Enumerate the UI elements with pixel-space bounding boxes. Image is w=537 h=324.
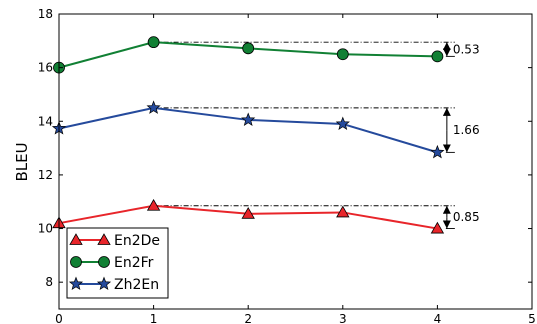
annotation-label: 0.53 — [453, 42, 480, 56]
data-point-en2de — [336, 205, 350, 218]
legend-marker-left-en2fr — [70, 256, 82, 268]
data-point-zh2en — [335, 116, 350, 130]
annotation-label: 1.66 — [453, 123, 480, 137]
y-tick-label: 10 — [38, 222, 53, 236]
data-point-en2fr — [242, 42, 255, 55]
legend-marker-left-zh2en — [68, 276, 84, 291]
annotation-layer: 0.53 1.66 0.85 — [153, 41, 480, 229]
y-tick-label: 18 — [38, 7, 53, 21]
x-tick-label: 5 — [528, 312, 536, 324]
x-tick-label: 0 — [55, 312, 63, 324]
data-point-en2de — [241, 206, 255, 219]
data-point-en2de — [146, 198, 161, 211]
data-point-zh2en — [241, 112, 256, 126]
legend-label-en2fr: En2Fr — [114, 255, 154, 271]
data-point-en2fr — [336, 48, 349, 61]
legend-label-en2de: En2De — [114, 233, 160, 249]
plot-frame — [58, 13, 533, 310]
y-tick-label: 12 — [38, 168, 53, 182]
data-point-en2de — [430, 221, 445, 234]
y-tick-label: 16 — [38, 61, 53, 75]
annotation-label: 0.85 — [453, 210, 480, 224]
legend: En2De En2Fr Zh2En — [66, 227, 169, 299]
legend-marker-right-en2fr — [98, 256, 110, 268]
y-tick-label: 8 — [45, 275, 53, 289]
data-point-zh2en — [430, 144, 445, 159]
data-point-en2fr — [431, 50, 444, 63]
y-tick-label: 14 — [38, 114, 53, 128]
y-axis-title: BLEU — [13, 142, 31, 181]
legend-marker-right-en2de — [97, 233, 111, 245]
data-point-zh2en — [146, 100, 161, 114]
legend-marker-left-en2de — [69, 233, 83, 245]
x-tick-label: 3 — [339, 312, 347, 324]
legend-marker-right-zh2en — [96, 276, 112, 291]
x-tick-label: 1 — [150, 312, 158, 324]
data-point-en2fr — [147, 36, 160, 49]
series-layer — [51, 36, 445, 234]
x-tick-label: 2 — [244, 312, 252, 324]
legend-label-zh2en: Zh2En — [114, 277, 159, 293]
x-tick-label: 4 — [434, 312, 442, 324]
